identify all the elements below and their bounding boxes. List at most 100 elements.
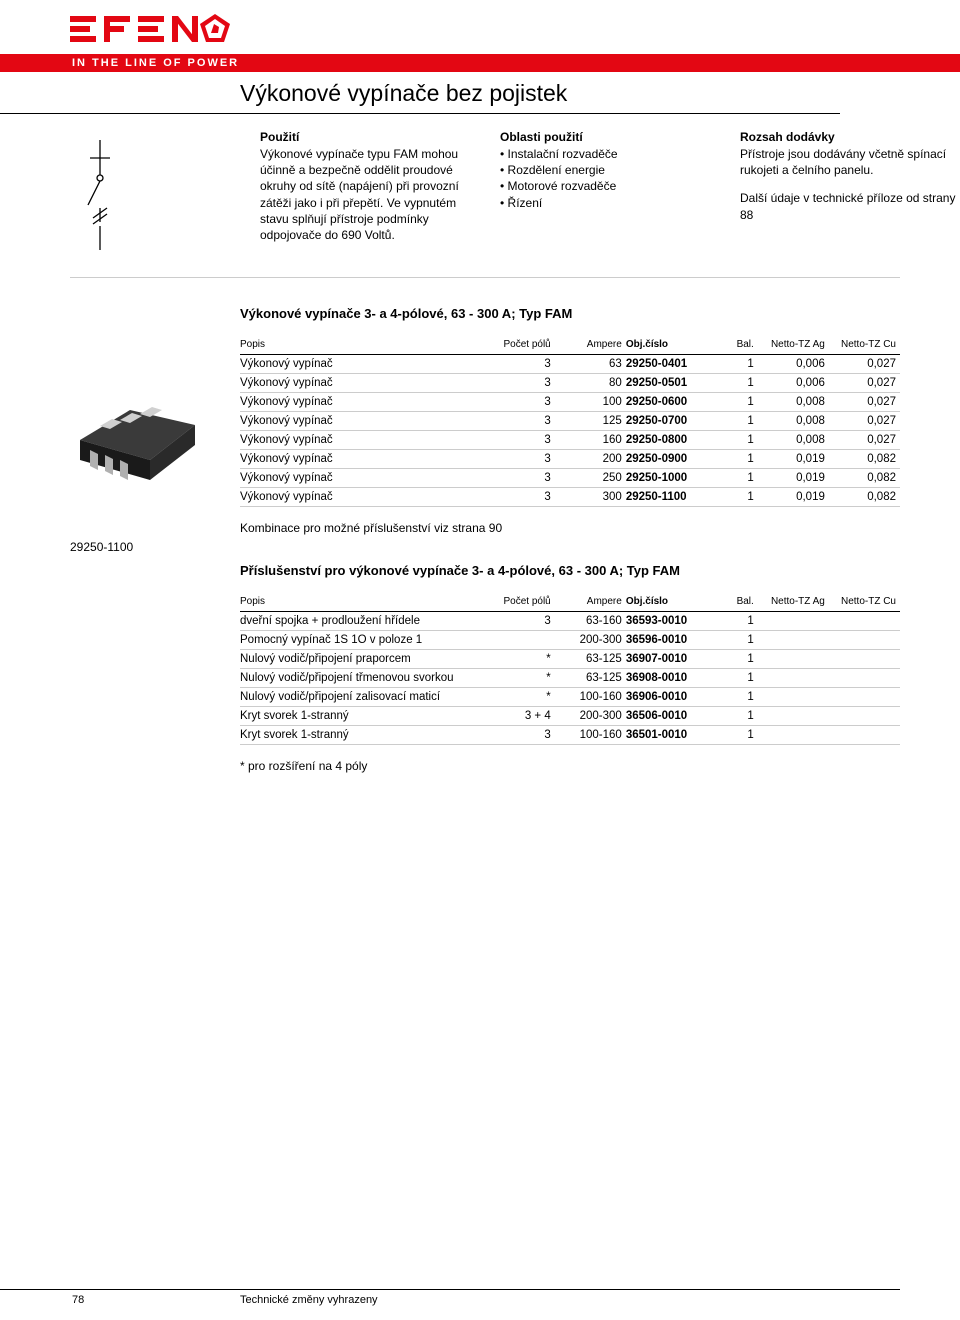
table-row: Nulový vodič/připojení praporcem*63-1253… [240, 650, 900, 669]
table-cell: 0,019 [758, 469, 829, 488]
column-header: Obj.číslo [626, 335, 717, 355]
table-cell: 36506-0010 [626, 707, 717, 726]
table-row: Výkonový vypínač312529250-070010,0080,02… [240, 412, 900, 431]
table-cell [829, 650, 900, 669]
table-cell: 0,008 [758, 393, 829, 412]
table-cell: 0,027 [829, 393, 900, 412]
table-cell: 1 [717, 688, 758, 707]
table-cell [829, 707, 900, 726]
section2-heading: Příslušenství pro výkonové vypínače 3- a… [240, 563, 900, 578]
column-header: Popis [240, 592, 484, 612]
table-cell: 36596-0010 [626, 631, 717, 650]
table-cell: 29250-0401 [626, 355, 717, 374]
list-item: Rozdělení energie [500, 162, 720, 178]
col-use: Použití Výkonové vypínače typu FAM mohou… [260, 130, 480, 253]
table-cell: 3 [484, 469, 555, 488]
table-cell: 1 [717, 488, 758, 507]
intro-columns: Použití Výkonové vypínače typu FAM mohou… [70, 114, 900, 278]
table-cell: 0,027 [829, 412, 900, 431]
table-cell: 1 [717, 393, 758, 412]
table-cell: 0,008 [758, 412, 829, 431]
table-cell: 0,082 [829, 469, 900, 488]
column-header: Počet pólů [484, 335, 555, 355]
table-cell: Výkonový vypínač [240, 374, 484, 393]
table-row: Výkonový vypínač38029250-050110,0060,027 [240, 374, 900, 393]
table-cell: 29250-1100 [626, 488, 717, 507]
table-cell [758, 707, 829, 726]
page-title: Výkonové vypínače bez pojistek [0, 72, 840, 114]
section1-heading: Výkonové vypínače 3- a 4-pólové, 63 - 30… [240, 306, 900, 321]
column-header: Netto-TZ Cu [829, 592, 900, 612]
table-cell: 29250-0800 [626, 431, 717, 450]
table-cell: 3 + 4 [484, 707, 555, 726]
table-cell: 29250-1000 [626, 469, 717, 488]
footnote: * pro rozšíření na 4 póly [240, 759, 900, 773]
table-cell: 0,027 [829, 355, 900, 374]
table-cell: 0,082 [829, 488, 900, 507]
table-cell [758, 650, 829, 669]
scope-body1: Přístroje jsou dodávány včetně spínací r… [740, 146, 960, 178]
tagline-text: IN THE LINE OF POWER [0, 57, 239, 69]
combo-note: Kombinace pro možné příslušenství viz st… [240, 521, 900, 535]
table-cell: 63-125 [555, 650, 626, 669]
table-cell [829, 726, 900, 745]
table-cell: Nulový vodič/připojení třmenovou svorkou [240, 669, 484, 688]
table-cell: 3 [484, 412, 555, 431]
table-cell: 1 [717, 631, 758, 650]
table-cell: 36501-0010 [626, 726, 717, 745]
table-row: Výkonový vypínač36329250-040110,0060,027 [240, 355, 900, 374]
column-header: Bal. [717, 335, 758, 355]
col-scope: Rozsah dodávky Přístroje jsou dodávány v… [740, 130, 960, 253]
table-cell: 1 [717, 355, 758, 374]
table-cell [829, 688, 900, 707]
table-cell: 36593-0010 [626, 612, 717, 631]
area-heading: Oblasti použití [500, 130, 720, 144]
table-cell: 36906-0010 [626, 688, 717, 707]
table-row: Výkonový vypínač325029250-100010,0190,08… [240, 469, 900, 488]
table-cell: 100-160 [555, 688, 626, 707]
table-row: Nulový vodič/připojení zalisovací maticí… [240, 688, 900, 707]
table-cell: 1 [717, 374, 758, 393]
table-cell: Výkonový vypínač [240, 469, 484, 488]
table-cell: 200-300 [555, 631, 626, 650]
table-row: PopisPočet pólůAmpereObj.čísloBal.Netto-… [240, 335, 900, 355]
table-cell: Výkonový vypínač [240, 412, 484, 431]
table-cell: 0,027 [829, 431, 900, 450]
column-header: Netto-TZ Ag [758, 335, 829, 355]
table-cell: 1 [717, 450, 758, 469]
table-row: Kryt svorek 1-stranný3 + 4200-30036506-0… [240, 707, 900, 726]
table-cell: Kryt svorek 1-stranný [240, 707, 484, 726]
table-cell: 100 [555, 393, 626, 412]
table-cell: 29250-0700 [626, 412, 717, 431]
table-row: Kryt svorek 1-stranný3100-16036501-00101 [240, 726, 900, 745]
table-cell: * [484, 669, 555, 688]
table-cell [758, 631, 829, 650]
table-row: Pomocný vypínač 1S 1O v poloze 1200-3003… [240, 631, 900, 650]
table-cell: * [484, 650, 555, 669]
table-cell: 1 [717, 612, 758, 631]
table-cell: 125 [555, 412, 626, 431]
tagline-bar: IN THE LINE OF POWER [0, 54, 960, 72]
table-cell: 200 [555, 450, 626, 469]
column-header: Ampere [555, 335, 626, 355]
switch-symbol [70, 130, 240, 253]
column-header: Popis [240, 335, 484, 355]
table-cell: 29250-0501 [626, 374, 717, 393]
table-cell [758, 688, 829, 707]
table-cell: 29250-0600 [626, 393, 717, 412]
area-list: Instalační rozvaděčeRozdělení energieMot… [500, 146, 720, 211]
table-cell: 0,006 [758, 374, 829, 393]
table-row: Výkonový vypínač320029250-090010,0190,08… [240, 450, 900, 469]
column-header: Obj.číslo [626, 592, 717, 612]
table-cell: 36907-0010 [626, 650, 717, 669]
table-cell [829, 669, 900, 688]
column-header: Počet pólů [484, 592, 555, 612]
table-row: dveřní spojka + prodloužení hřídele363-1… [240, 612, 900, 631]
table-cell [829, 612, 900, 631]
use-body: Výkonové vypínače typu FAM mohou účinně … [260, 146, 480, 243]
scope-body2: Další údaje v technické příloze od stran… [740, 190, 960, 222]
table-cell: 250 [555, 469, 626, 488]
table-cell: 3 [484, 393, 555, 412]
table-cell: 1 [717, 469, 758, 488]
col-area: Oblasti použití Instalační rozvaděčeRozd… [500, 130, 720, 253]
